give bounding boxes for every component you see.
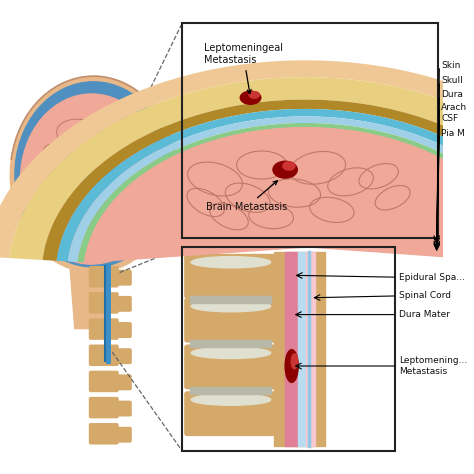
Bar [182,247,394,451]
Polygon shape [84,128,474,263]
FancyBboxPatch shape [89,292,118,314]
Ellipse shape [240,91,261,104]
Ellipse shape [82,171,120,192]
Polygon shape [0,60,474,258]
FancyBboxPatch shape [184,391,279,436]
Ellipse shape [15,82,172,267]
Text: Epidural Spa...: Epidural Spa... [399,273,465,282]
FancyBboxPatch shape [268,399,300,428]
Polygon shape [68,117,474,262]
FancyBboxPatch shape [115,427,132,443]
FancyBboxPatch shape [89,397,118,419]
Text: CSF: CSF [441,114,458,123]
Ellipse shape [191,301,271,312]
Polygon shape [274,252,325,447]
Ellipse shape [191,347,271,358]
FancyBboxPatch shape [89,423,118,445]
Bar [182,23,438,238]
FancyBboxPatch shape [268,305,300,335]
Polygon shape [96,226,114,258]
Text: Brain Metastasis: Brain Metastasis [206,181,287,212]
FancyBboxPatch shape [184,254,279,299]
Ellipse shape [273,161,297,178]
Polygon shape [43,100,474,261]
FancyBboxPatch shape [115,348,132,364]
Ellipse shape [20,94,163,264]
Ellipse shape [191,256,271,268]
Polygon shape [190,296,271,303]
Text: Pia M: Pia M [441,129,465,138]
Polygon shape [178,0,442,23]
FancyBboxPatch shape [184,345,279,389]
Ellipse shape [191,394,271,405]
FancyBboxPatch shape [89,371,118,392]
Text: Dura Mater: Dura Mater [399,310,450,319]
Text: Spinal Cord: Spinal Cord [399,292,451,301]
Text: Dura: Dura [441,91,463,100]
Polygon shape [298,252,306,447]
FancyBboxPatch shape [89,345,118,366]
FancyBboxPatch shape [268,261,300,291]
Ellipse shape [291,354,298,369]
Polygon shape [78,123,474,263]
Ellipse shape [283,162,295,170]
FancyBboxPatch shape [115,374,132,390]
Text: Leptomening...
Metastasis: Leptomening... Metastasis [399,356,467,376]
FancyBboxPatch shape [115,270,132,286]
Text: Leptomeningeal
Metastasis: Leptomeningeal Metastasis [204,44,283,93]
FancyBboxPatch shape [268,352,300,382]
FancyBboxPatch shape [89,319,118,340]
Polygon shape [56,109,474,262]
Polygon shape [9,77,474,260]
FancyBboxPatch shape [184,298,279,343]
Polygon shape [190,387,271,394]
Text: Arach: Arach [441,102,467,111]
FancyBboxPatch shape [115,296,132,312]
Polygon shape [182,247,394,451]
Ellipse shape [10,76,177,273]
Text: Skin: Skin [441,62,461,71]
Polygon shape [285,252,298,447]
Polygon shape [70,268,108,328]
Ellipse shape [84,202,136,240]
FancyBboxPatch shape [89,266,118,288]
Ellipse shape [98,164,118,176]
Text: Skull: Skull [441,76,463,85]
Ellipse shape [249,91,259,98]
Ellipse shape [285,350,298,383]
Polygon shape [190,340,271,347]
FancyBboxPatch shape [115,322,132,338]
Polygon shape [306,252,315,447]
FancyBboxPatch shape [115,401,132,417]
Polygon shape [182,23,438,238]
